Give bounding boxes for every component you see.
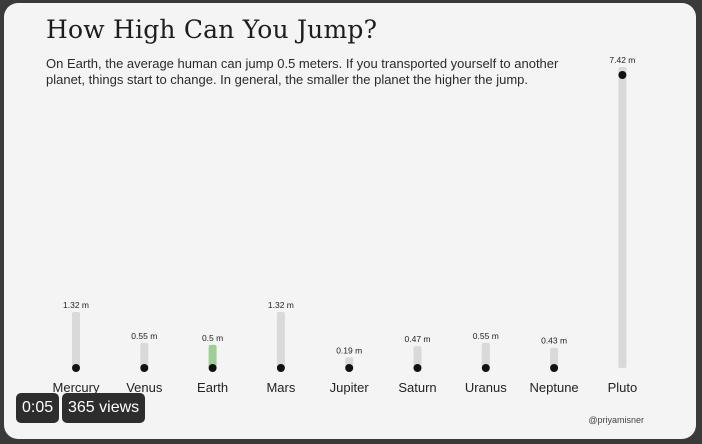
chart-subtitle: On Earth, the average human can jump 0.5… <box>46 56 559 87</box>
value-label-earth: 0.5 m <box>202 333 223 343</box>
point-venus <box>140 364 149 372</box>
point-uranus <box>481 364 490 372</box>
value-label-venus: 0.55 m <box>131 331 157 341</box>
bar-neptune <box>550 347 559 368</box>
bar-venus <box>140 342 149 368</box>
bar-pluto <box>618 67 627 368</box>
chart-title: How High Can You Jump? <box>46 15 378 44</box>
value-label-jupiter: 0.19 m <box>336 345 362 355</box>
point-pluto <box>618 71 627 79</box>
category-label-earth: Earth <box>197 380 228 395</box>
category-label-pluto: Pluto <box>608 380 638 395</box>
point-neptune <box>550 364 559 372</box>
bar-earth <box>208 344 217 368</box>
chart-card: How High Can You Jump? On Earth, the ave… <box>4 3 696 439</box>
bar-mars <box>276 311 285 368</box>
value-label-pluto: 7.42 m <box>609 55 635 65</box>
value-label-mercury: 1.32 m <box>63 300 89 310</box>
value-label-mars: 1.32 m <box>268 300 294 310</box>
point-earth <box>208 364 217 372</box>
category-label-mars: Mars <box>266 380 295 395</box>
value-label-neptune: 0.43 m <box>541 336 567 346</box>
jump-height-chart: 1.32 m Mercury 0.55 m Venus 0.5 m Earth 1.32 m… <box>53 55 638 395</box>
bar-mercury <box>72 311 80 368</box>
category-label-jupiter: Jupiter <box>330 380 370 395</box>
category-label-uranus: Uranus <box>465 380 507 395</box>
point-mars <box>276 364 285 372</box>
value-label-uranus: 0.55 m <box>473 331 499 341</box>
category-label-saturn: Saturn <box>398 380 436 395</box>
category-label-neptune: Neptune <box>530 380 579 395</box>
credit-handle: @priyamisner <box>588 415 644 425</box>
category-label-mercury: Mercury <box>53 380 100 395</box>
point-jupiter <box>345 364 354 372</box>
bar-saturn <box>413 346 422 368</box>
value-label-saturn: 0.47 m <box>405 334 431 344</box>
video-views[interactable]: 365 views <box>62 393 146 423</box>
bar-uranus <box>481 342 490 368</box>
video-timestamp[interactable]: 0:05 <box>16 393 60 423</box>
point-mercury <box>72 364 80 372</box>
point-saturn <box>413 364 422 372</box>
category-label-venus: Venus <box>126 380 163 395</box>
